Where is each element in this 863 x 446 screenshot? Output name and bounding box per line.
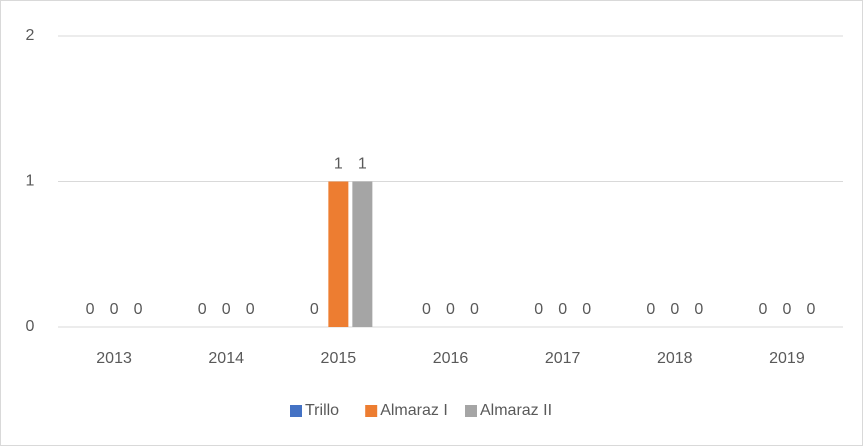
x-tick-label: 2016: [433, 350, 469, 367]
data-label: 0: [582, 301, 591, 318]
data-label: 0: [646, 301, 655, 318]
data-label: 0: [558, 301, 567, 318]
data-label: 0: [110, 301, 119, 318]
x-tick-label: 2019: [769, 350, 805, 367]
data-label: 0: [806, 301, 815, 318]
bar: [352, 181, 373, 327]
legend-label: Trillo: [305, 402, 339, 419]
legend-swatch: [290, 405, 302, 417]
data-label: 0: [670, 301, 679, 318]
legend-swatch: [365, 405, 378, 417]
y-tick-label: 0: [26, 318, 35, 335]
x-tick-label: 2018: [657, 350, 693, 367]
y-tick-label: 1: [26, 173, 35, 190]
data-label: 0: [246, 301, 255, 318]
data-label: 1: [358, 156, 367, 173]
data-label: 1: [334, 156, 343, 173]
data-label: 0: [694, 301, 703, 318]
data-label: 0: [422, 301, 431, 318]
legend-label: Almaraz II: [480, 402, 552, 419]
data-label: 0: [222, 301, 231, 318]
x-tick-label: 2017: [545, 350, 581, 367]
data-label: 0: [534, 301, 543, 318]
bar: [328, 181, 349, 327]
data-label: 0: [198, 301, 207, 318]
data-label: 0: [446, 301, 455, 318]
y-tick-label: 2: [26, 27, 35, 44]
data-label: 0: [310, 301, 319, 318]
data-label: 0: [782, 301, 791, 318]
legend-label: Almaraz I: [380, 402, 448, 419]
data-label: 0: [470, 301, 479, 318]
x-tick-label: 2013: [96, 350, 132, 367]
x-tick-label: 2014: [208, 350, 244, 367]
data-label: 0: [134, 301, 143, 318]
data-label: 0: [758, 301, 767, 318]
legend-swatch: [465, 405, 477, 417]
x-tick-label: 2015: [321, 350, 357, 367]
data-label: 0: [86, 301, 95, 318]
